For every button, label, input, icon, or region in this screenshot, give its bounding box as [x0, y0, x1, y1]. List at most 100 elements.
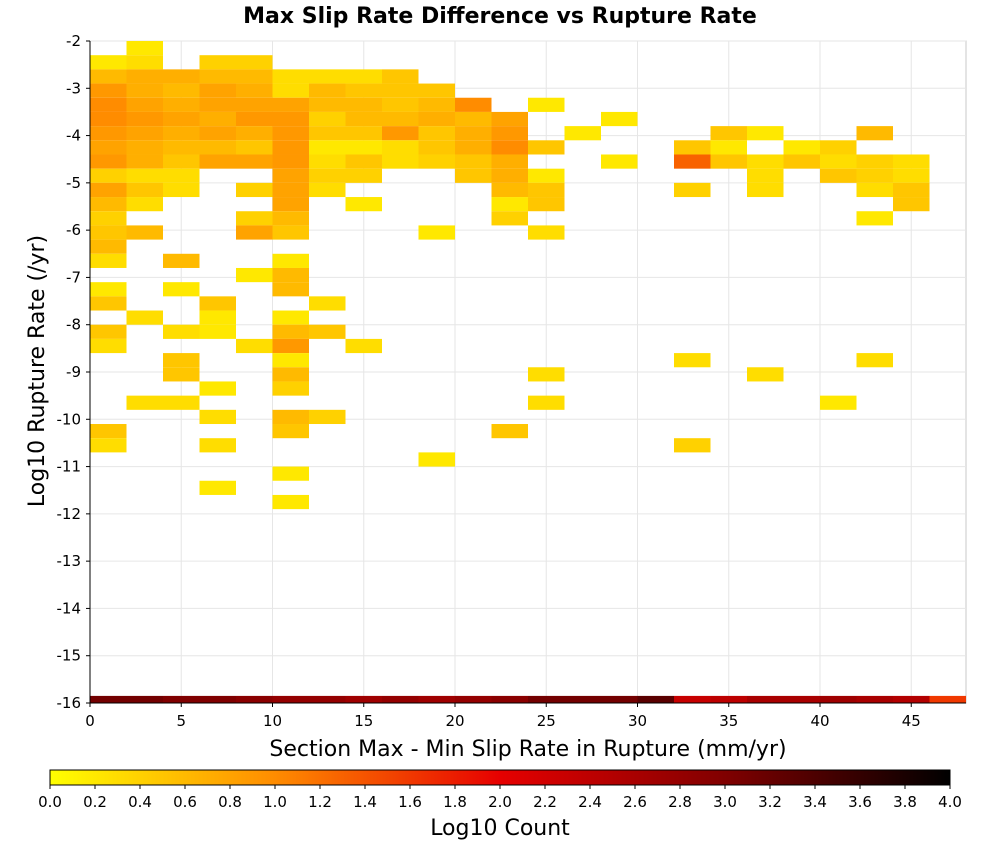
heatmap-cell: [747, 168, 784, 183]
heatmap-cell: [272, 494, 309, 510]
heatmap-cell: [163, 140, 200, 155]
heatmap-cell: [272, 225, 309, 240]
heatmap-cell: [199, 154, 236, 169]
heatmap-cell: [893, 695, 930, 703]
heatmap-cell: [309, 409, 346, 425]
colorbar-title: Log10 Count: [430, 816, 570, 841]
heatmap-cell: [126, 197, 163, 212]
colorbar-tick-label: 4.0: [938, 793, 962, 811]
heatmap-cell: [199, 111, 236, 127]
heatmap-cell: [163, 395, 200, 410]
colorbar-tick-label: 0.2: [83, 793, 107, 811]
heatmap-cell: [126, 310, 163, 325]
heatmap-cell: [90, 140, 127, 155]
heatmap-cell: [564, 695, 601, 703]
y-tick-label: -4: [66, 127, 81, 145]
heatmap-cell: [90, 296, 127, 311]
heatmap-cell: [272, 466, 309, 481]
colorbar-tick-label: 0.8: [218, 793, 242, 811]
heatmap-cell: [929, 695, 966, 703]
heatmap-cell: [199, 83, 236, 98]
heatmap-cell: [126, 111, 163, 127]
heatmap-cell: [418, 111, 455, 127]
heatmap-cell: [856, 168, 893, 183]
heatmap-cell: [345, 83, 382, 98]
heatmap-cell: [199, 126, 236, 141]
heatmap-cell: [126, 168, 163, 183]
heatmap-cell: [90, 324, 127, 339]
heatmap-cell: [236, 182, 273, 198]
colorbar-tick-label: 1.6: [398, 793, 422, 811]
y-tick-label: -2: [66, 32, 81, 50]
heatmap-cell: [236, 111, 273, 127]
heatmap-cell: [90, 338, 127, 354]
heatmap-cell: [674, 353, 711, 368]
heatmap-cell: [309, 324, 346, 339]
y-tick-label: -5: [66, 174, 81, 192]
heatmap-cell: [163, 367, 200, 382]
heatmap-cell: [747, 182, 784, 198]
heatmap-cell: [272, 310, 309, 325]
heatmap-cell: [272, 69, 309, 84]
heatmap-cell: [272, 424, 309, 439]
heatmap-cell: [90, 154, 127, 169]
heatmap-cell: [90, 182, 127, 198]
heatmap-cell: [272, 324, 309, 339]
heatmap-cell: [126, 154, 163, 169]
heatmap-cell: [199, 381, 236, 396]
colorbar-tick-label: 1.8: [443, 793, 467, 811]
heatmap-cell: [820, 695, 857, 703]
heatmap-cell: [564, 126, 601, 141]
heatmap-cell: [528, 225, 565, 240]
heatmap-cell: [126, 55, 163, 70]
heatmap-cell: [90, 225, 127, 240]
heatmap-cell: [893, 154, 930, 169]
heatmap-cell: [418, 126, 455, 141]
heatmap-cell: [199, 438, 236, 453]
heatmap-cell: [491, 154, 528, 169]
heatmap-cell: [90, 211, 127, 226]
heatmap-cell: [418, 97, 455, 112]
heatmap-cell: [90, 55, 127, 70]
heatmap-cell: [199, 695, 236, 703]
heatmap-cell: [455, 695, 492, 703]
heatmap-cell: [199, 55, 236, 70]
heatmap-cell: [309, 140, 346, 155]
heatmap-cell: [309, 168, 346, 183]
heatmap-cell: [272, 154, 309, 169]
heatmap-cell: [163, 282, 200, 297]
heatmap-cell: [126, 41, 163, 56]
y-tick-label: -12: [57, 505, 82, 523]
heatmap-cell: [272, 267, 309, 283]
heatmap-cell: [418, 140, 455, 155]
heatmap-cell: [272, 353, 309, 368]
heatmap-cell: [856, 182, 893, 198]
heatmap-cell: [674, 154, 711, 169]
heatmap-cell: [272, 140, 309, 155]
heatmap-cell: [455, 168, 492, 183]
heatmap-cell: [163, 83, 200, 98]
heatmap-cell: [90, 69, 127, 84]
heatmap-cell: [856, 126, 893, 141]
heatmap-cell: [455, 126, 492, 141]
heatmap-cell: [601, 111, 638, 127]
heatmap-cell: [674, 438, 711, 453]
heatmap-cell: [783, 154, 820, 169]
x-tick-label: 45: [902, 712, 921, 730]
colorbar-tick-label: 3.2: [758, 793, 782, 811]
heatmap-cell: [856, 353, 893, 368]
heatmap-cell: [236, 140, 273, 155]
heatmap-cell: [382, 695, 419, 703]
heatmap-cell: [163, 168, 200, 183]
colorbar-tick-label: 2.0: [488, 793, 512, 811]
heatmap-cell: [309, 126, 346, 141]
heatmap-cell: [126, 97, 163, 112]
heatmap-cell: [126, 182, 163, 198]
heatmap-cell: [199, 409, 236, 425]
heatmap-cell: [272, 111, 309, 127]
heatmap-cell: [455, 97, 492, 112]
heatmap-cell: [893, 197, 930, 212]
colorbar-tick-label: 2.2: [533, 793, 557, 811]
heatmap-cell: [90, 97, 127, 112]
heatmap-cell: [199, 324, 236, 339]
